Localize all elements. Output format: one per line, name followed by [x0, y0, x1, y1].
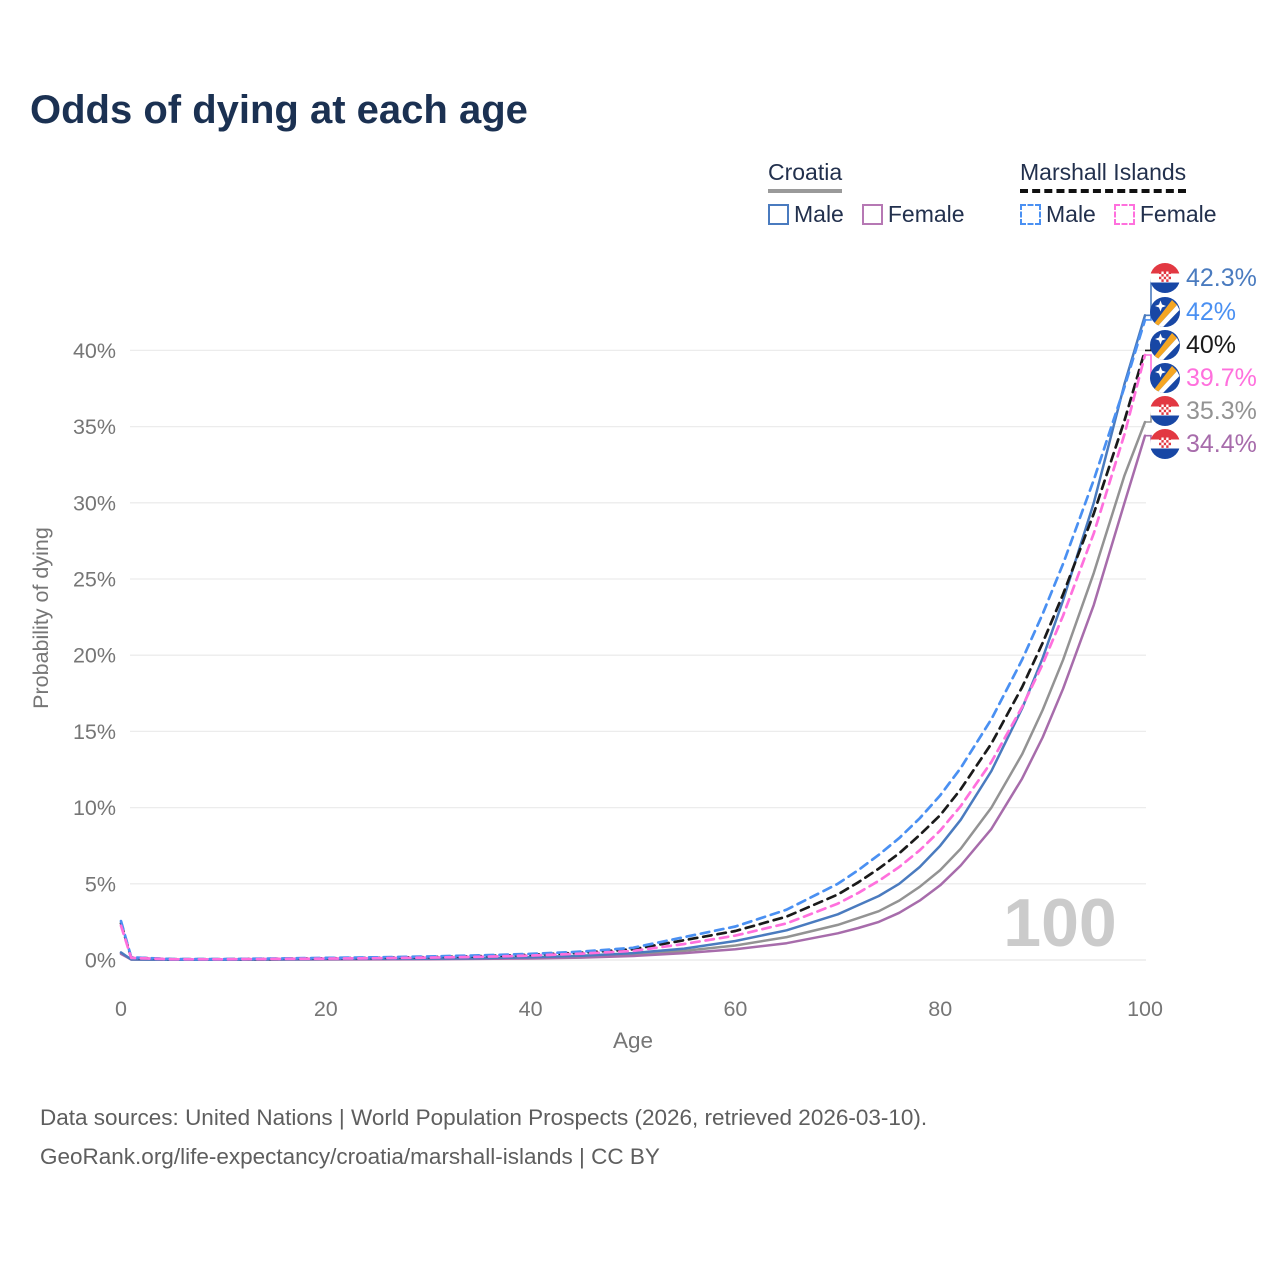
x-tick-label-80: 80 [928, 997, 952, 1021]
y-tick-label-10pct: 10% [73, 796, 116, 820]
legend-group-croatia: Croatia Male Female [768, 159, 965, 228]
marshall-islands-flag-art [1150, 363, 1180, 393]
end-label-value-croatia-both-sexes: 35.3% [1186, 397, 1257, 425]
y-tick-label-35pct: 35% [73, 415, 116, 439]
legend-swatch-croatia-female [861, 204, 883, 226]
marshall-islands-flag-art [1150, 297, 1180, 327]
legend-header-marshall-islands: Marshall Islands [1020, 159, 1187, 194]
series-line-croatia-male [119, 314, 1147, 962]
footer: Data sources: United Nations | World Pop… [40, 1098, 927, 1177]
y-tick-label-25pct: 25% [73, 568, 116, 592]
y-tick-label-0pct: 0% [85, 949, 116, 973]
x-tick-label-40: 40 [519, 997, 543, 1021]
flag-icon-marshall-islands [1150, 330, 1180, 360]
footer-data-sources: Data sources: United Nations | World Pop… [40, 1105, 928, 1130]
end-label-value-marshall-islands-female: 39.7% [1186, 364, 1257, 392]
end-label-value-marshall-islands-both-sexes: 40% [1186, 331, 1236, 359]
footer-attribution: GeoRank.org/life-expectancy/croatia/mars… [40, 1144, 660, 1170]
legend-swatch-marshall-islands-female [1113, 204, 1135, 226]
series-line-marshall-islands-male [119, 318, 1147, 961]
flag-icon-croatia [1150, 396, 1180, 426]
x-tick-label-100: 100 [1127, 997, 1163, 1021]
legend-label-marshall-islands-female: Female [1139, 201, 1217, 228]
flag-icon-marshall-islands [1150, 363, 1180, 393]
legend-item-croatia-male: Male [768, 201, 844, 228]
legend-label-marshall-islands-male: Male [1046, 201, 1096, 228]
y-tick-label-20pct: 20% [73, 644, 116, 668]
legend-group-marshall-islands: Marshall Islands Male Female [1020, 159, 1217, 228]
y-tick-label-40pct: 40% [73, 339, 116, 363]
legend-item-marshall-islands-male: Male [1020, 201, 1096, 228]
legend-swatch-croatia-male [768, 204, 789, 226]
series-line-croatia-female [119, 434, 1147, 962]
legend-label-croatia-male: Male [794, 201, 844, 228]
flag-icon-croatia [1150, 263, 1180, 293]
croatia-flag-art [1150, 396, 1180, 426]
end-label-value-croatia-male: 42.3% [1186, 264, 1257, 292]
end-label-value-croatia-female: 34.4% [1186, 430, 1257, 458]
series-line-marshall-islands-both-sexes [119, 349, 1147, 961]
legend-swatch-marshall-islands-male [1020, 204, 1041, 226]
legend-header-croatia: Croatia [768, 159, 843, 194]
marshall-islands-flag-art [1150, 330, 1180, 360]
y-tick-label-30pct: 30% [73, 491, 116, 515]
legend-item-croatia-female: Female [861, 201, 965, 228]
x-tick-label-0: 0 [115, 997, 127, 1021]
legend-item-marshall-islands-female: Female [1113, 201, 1217, 228]
x-tick-label-60: 60 [723, 997, 747, 1021]
croatia-flag-art [1150, 263, 1180, 293]
end-label-value-marshall-islands-male: 42% [1186, 298, 1236, 326]
flag-icon-croatia [1150, 429, 1180, 459]
x-tick-label-20: 20 [314, 997, 338, 1021]
y-tick-label-15pct: 15% [73, 720, 116, 744]
flag-icon-marshall-islands [1150, 297, 1180, 327]
legend: Croatia Male Female Marshall Islands Male Fem… [0, 159, 1280, 240]
legend-label-croatia-female: Female [887, 201, 965, 228]
x-axis-title: Age [613, 1028, 653, 1053]
croatia-flag-art [1150, 429, 1180, 459]
watermark-age-100: 100 [1003, 885, 1116, 961]
y-axis-title: Probability of dying [29, 527, 53, 709]
series-line-marshall-islands-female [119, 353, 1147, 961]
y-tick-label-5pct: 5% [85, 872, 116, 896]
odds-of-dying-chart: 0% 5% 10% 15% 20% 25% 30% 35% 40% 0 20 40 60 80 100 Age… [29, 263, 1257, 1053]
page-title: Odds of dying at each age [30, 88, 528, 132]
